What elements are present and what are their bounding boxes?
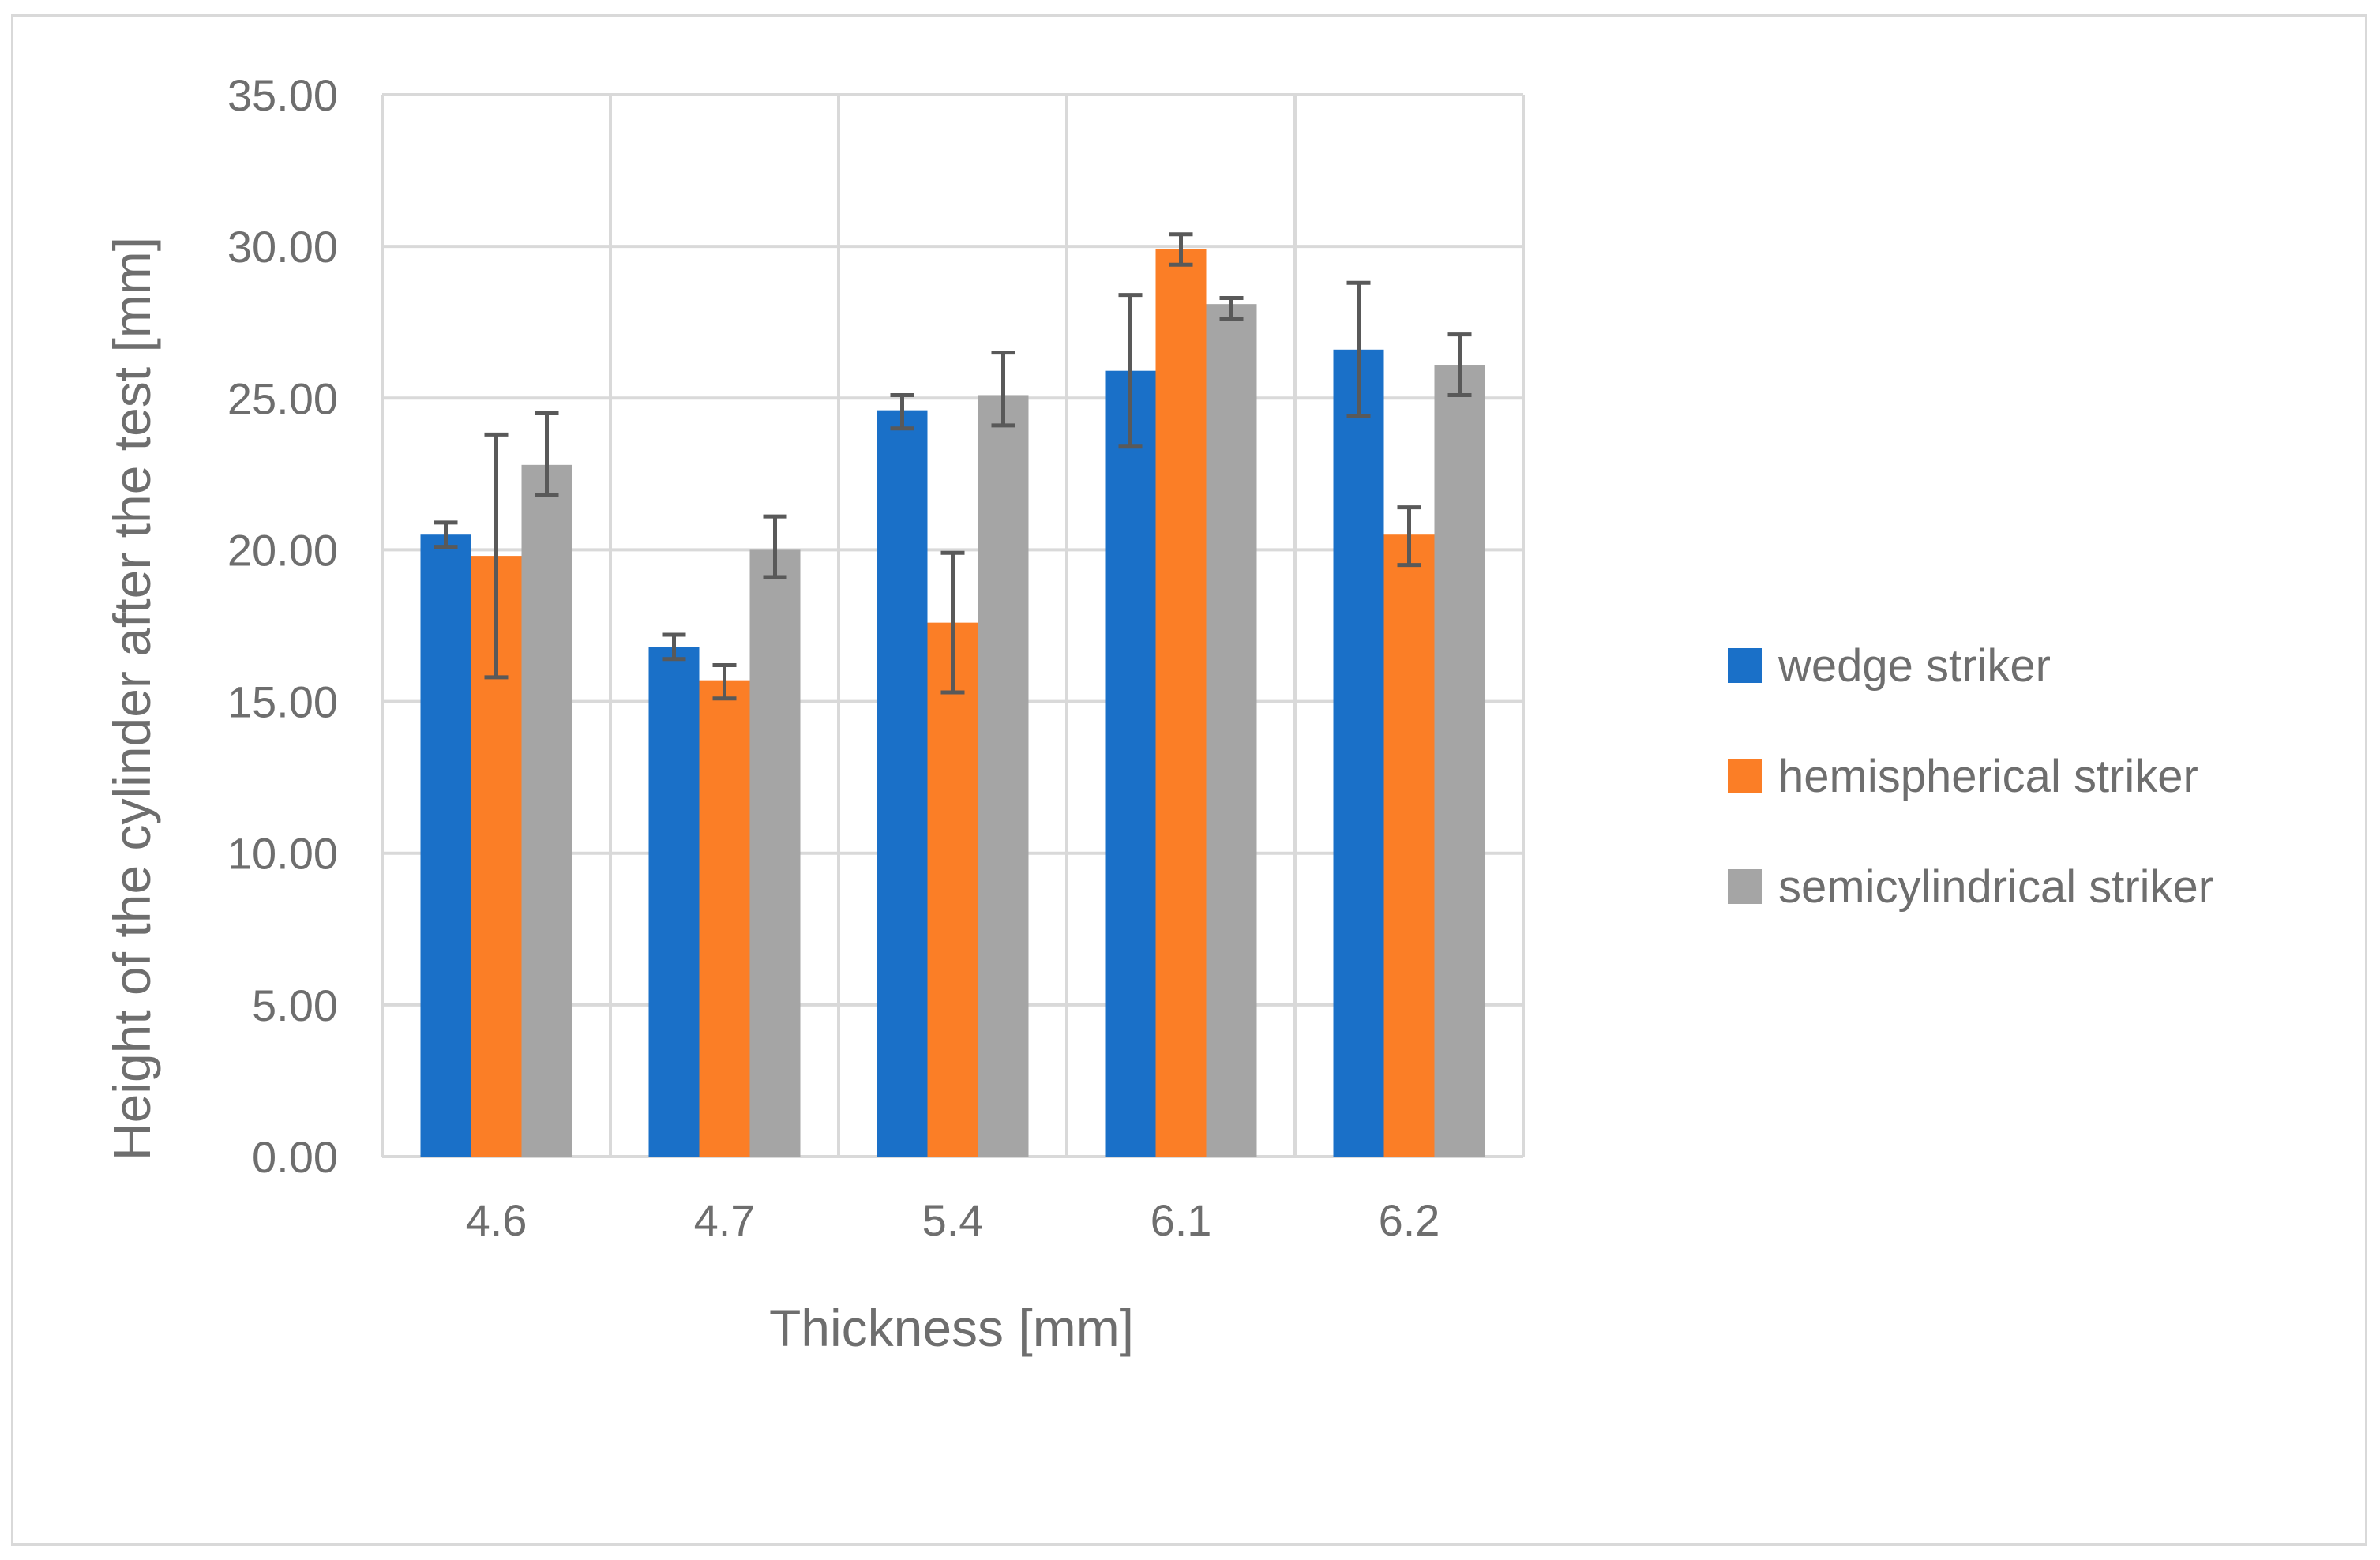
error-bars bbox=[434, 232, 1472, 701]
x-tick-label: 6.1 bbox=[1151, 1195, 1212, 1245]
legend: wedge striker hemispherical striker semicy… bbox=[1728, 640, 2213, 913]
error-bar-hemispherical-striker-4.6 bbox=[484, 432, 509, 680]
error-bar-wedge-striker-6.1 bbox=[1118, 293, 1143, 449]
error-bar-hemispherical-striker-4.7 bbox=[712, 662, 737, 701]
bar-semicylindrical-striker-4.6 bbox=[521, 464, 572, 1157]
error-bar-wedge-striker-4.7 bbox=[662, 632, 686, 662]
x-axis-title: Thickness [mm] bbox=[769, 1299, 1134, 1357]
x-tick-label: 6.2 bbox=[1379, 1195, 1440, 1245]
legend-label-hemispherical-striker: hemispherical striker bbox=[1778, 751, 2198, 802]
error-bar-wedge-striker-4.6 bbox=[434, 520, 458, 549]
error-bar-wedge-striker-5.4 bbox=[890, 392, 914, 431]
bar-wedge-striker-6.1 bbox=[1105, 370, 1156, 1157]
y-axis-title: Height of the cylinder after the test [m… bbox=[103, 237, 161, 1161]
legend-swatch-hemispherical-striker bbox=[1728, 759, 1762, 793]
error-bar-wedge-striker-6.2 bbox=[1346, 280, 1371, 418]
y-axis-ticks: 0.00 5.00 10.00 15.00 20.00 25.00 30.00 35.00 bbox=[227, 70, 338, 1182]
bar-hemispherical-striker-6.1 bbox=[1155, 249, 1207, 1157]
bar-hemispherical-striker-5.4 bbox=[927, 622, 978, 1157]
error-bar-semicylindrical-striker-4.7 bbox=[763, 514, 787, 579]
error-bar-semicylindrical-striker-4.6 bbox=[535, 411, 559, 497]
bar-wedge-striker-4.7 bbox=[648, 647, 700, 1157]
y-tick-label: 10.00 bbox=[227, 829, 338, 879]
legend-swatch-wedge-striker bbox=[1728, 648, 1762, 683]
legend-swatch-semicylindrical-striker bbox=[1728, 869, 1762, 904]
bar-hemispherical-striker-6.2 bbox=[1383, 534, 1435, 1157]
y-tick-label: 0.00 bbox=[252, 1132, 338, 1182]
bars bbox=[420, 249, 1485, 1157]
bar-wedge-striker-5.4 bbox=[877, 410, 928, 1157]
x-axis-ticks: 4.6 4.7 5.4 6.1 6.2 bbox=[466, 1195, 1440, 1245]
bar-semicylindrical-striker-6.2 bbox=[1434, 365, 1485, 1157]
x-tick-label: 4.7 bbox=[694, 1195, 756, 1245]
bar-wedge-striker-6.2 bbox=[1333, 349, 1384, 1157]
y-tick-label: 5.00 bbox=[252, 981, 338, 1030]
bar-semicylindrical-striker-6.1 bbox=[1206, 304, 1257, 1157]
x-tick-label: 5.4 bbox=[922, 1195, 984, 1245]
bar-wedge-striker-4.6 bbox=[420, 534, 471, 1157]
y-tick-label: 20.00 bbox=[227, 525, 338, 575]
error-bar-hemispherical-striker-6.2 bbox=[1397, 505, 1421, 568]
bar-semicylindrical-striker-5.4 bbox=[978, 395, 1029, 1157]
error-bar-hemispherical-striker-6.1 bbox=[1169, 232, 1193, 267]
legend-label-wedge-striker: wedge striker bbox=[1777, 640, 2051, 692]
x-tick-label: 4.6 bbox=[466, 1195, 527, 1245]
y-tick-label: 30.00 bbox=[227, 222, 338, 272]
y-tick-label: 15.00 bbox=[227, 677, 338, 727]
bar-hemispherical-striker-4.7 bbox=[699, 680, 750, 1157]
y-tick-label: 35.00 bbox=[227, 70, 338, 120]
error-bar-semicylindrical-striker-5.4 bbox=[991, 351, 1015, 428]
y-tick-label: 25.00 bbox=[227, 373, 338, 423]
error-bar-semicylindrical-striker-6.2 bbox=[1447, 332, 1472, 397]
legend-label-semicylindrical-striker: semicylindrical striker bbox=[1778, 861, 2213, 913]
gridlines bbox=[381, 93, 1525, 1158]
error-bar-hemispherical-striker-5.4 bbox=[940, 550, 965, 695]
bar-semicylindrical-striker-4.7 bbox=[749, 549, 801, 1157]
error-bar-semicylindrical-striker-6.1 bbox=[1219, 295, 1244, 321]
